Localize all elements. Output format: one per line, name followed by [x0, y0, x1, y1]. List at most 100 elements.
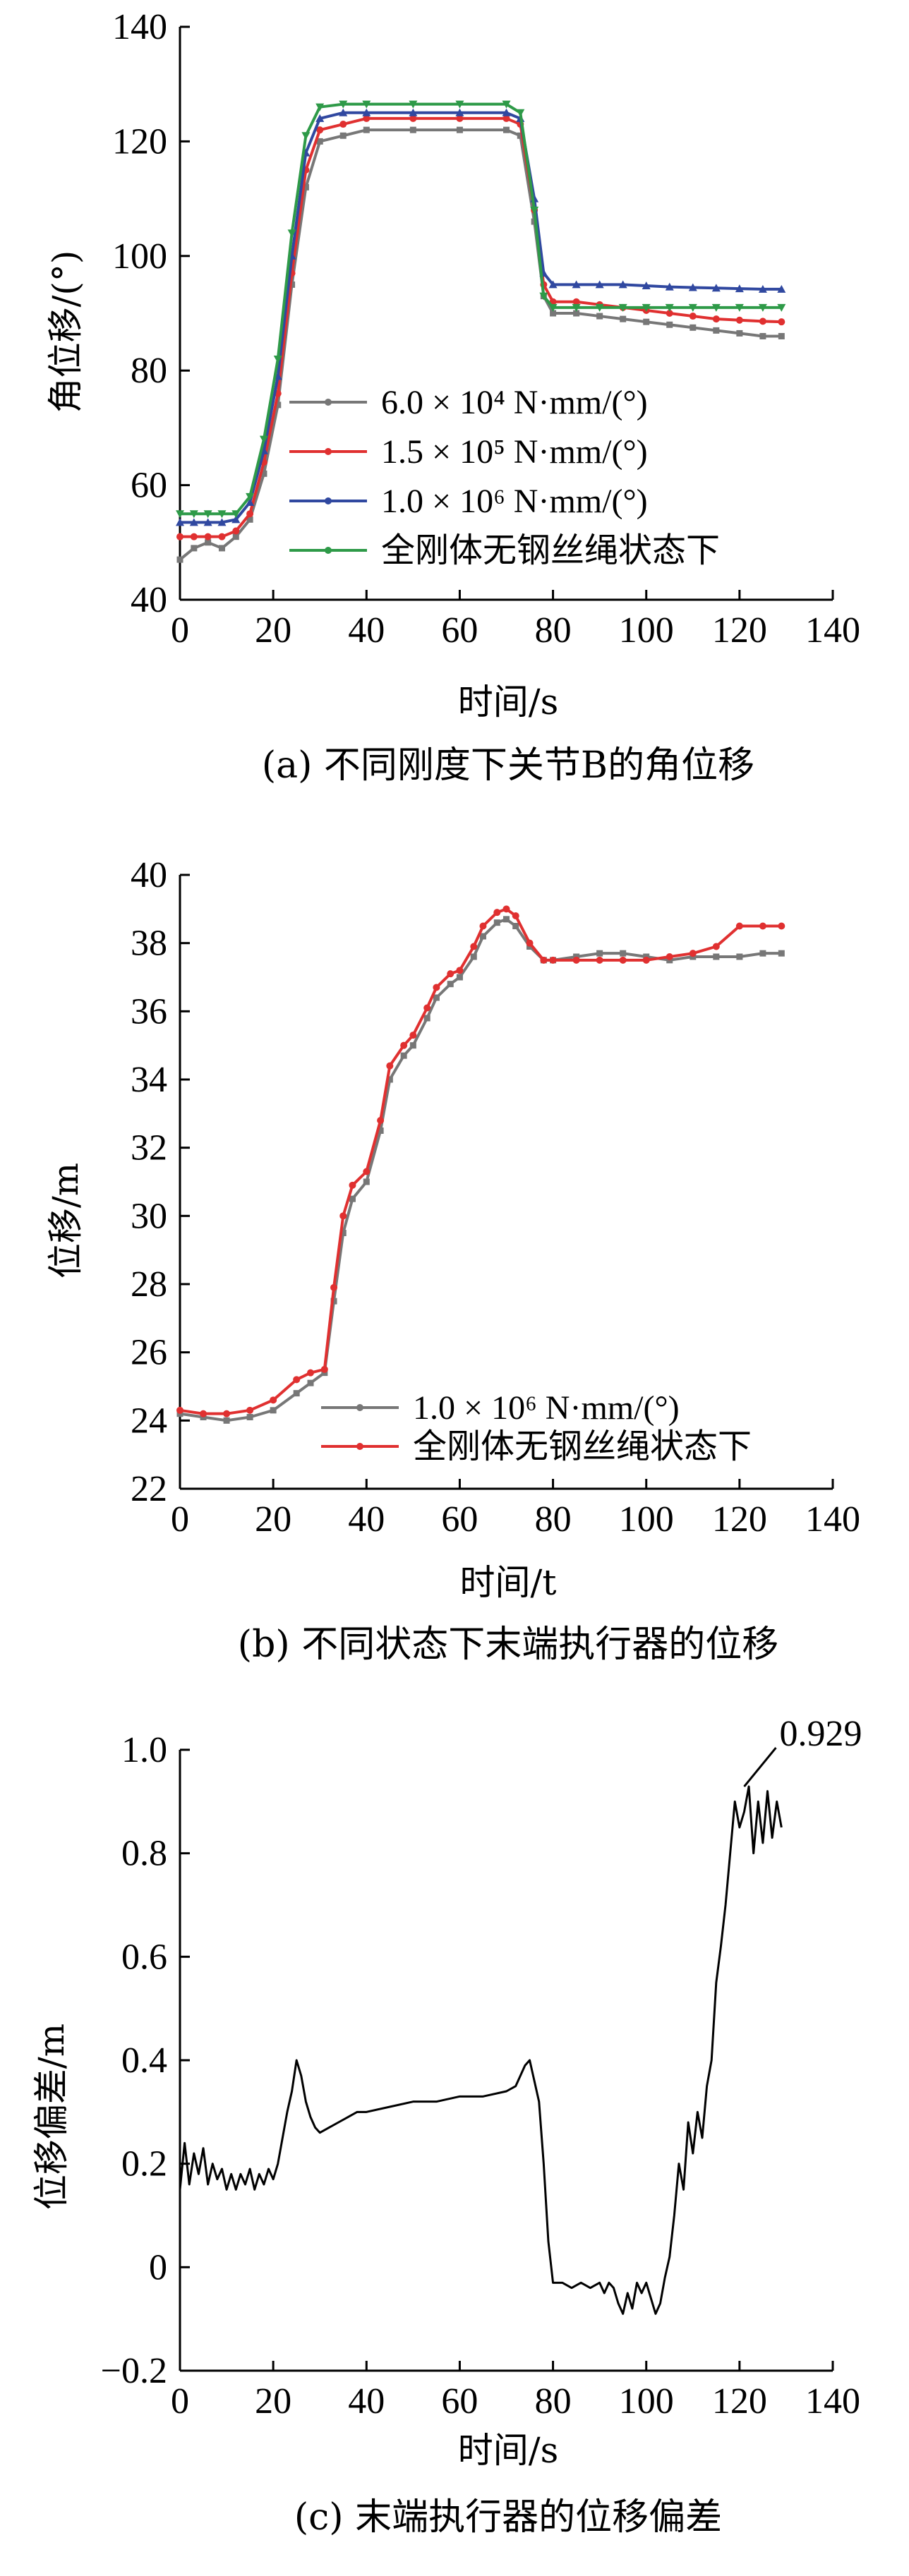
data-point — [690, 324, 697, 331]
data-point — [377, 1117, 385, 1124]
data-point — [259, 435, 268, 444]
data-point — [572, 956, 580, 964]
y-tick-label: 24 — [131, 1401, 167, 1441]
data-point — [232, 533, 239, 540]
y-tick-label: 0.6 — [121, 1937, 167, 1977]
data-point — [320, 1365, 328, 1373]
x-tick-label: 100 — [619, 610, 674, 651]
x-tick-label: 120 — [712, 2381, 767, 2421]
data-point — [735, 284, 744, 293]
x-tick-label: 100 — [619, 2381, 674, 2421]
y-axis-label: 角位移/(°) — [45, 250, 86, 413]
data-point — [596, 950, 603, 957]
data-point — [349, 1181, 356, 1189]
legend-item: 6.0 × 10⁴ N·mm/(°) — [289, 384, 648, 421]
data-point — [665, 282, 674, 291]
x-tick-label: 20 — [255, 2381, 291, 2421]
y-tick-label: 100 — [112, 236, 167, 277]
data-point — [502, 108, 511, 116]
x-tick-label: 0 — [171, 2381, 189, 2421]
data-point — [456, 126, 463, 133]
axes: 0 20 40 60 80 100 120 140 40 60 80 100 120 140 — [112, 7, 860, 651]
y-tick-label: 30 — [131, 1196, 167, 1236]
data-point — [596, 956, 603, 964]
y-tick-label: 0 — [149, 2247, 167, 2287]
data-point — [273, 355, 282, 363]
data-point — [688, 283, 697, 291]
data-point — [447, 981, 454, 988]
data-point — [526, 939, 534, 947]
chart-caption: (c) 末端执行器的位移偏差 — [294, 2496, 722, 2539]
legend-item: 1.0 × 10⁶ N·mm/(°) — [289, 483, 648, 520]
data-point — [572, 280, 581, 289]
data-point — [423, 1015, 431, 1022]
data-point — [246, 497, 255, 506]
x-tick-label: 20 — [255, 1499, 291, 1540]
y-tick-label: 36 — [131, 991, 167, 1032]
x-tick-label: 60 — [441, 1499, 478, 1540]
data-point — [246, 492, 255, 501]
data-point — [455, 100, 464, 109]
data-point — [302, 183, 309, 191]
x-tick-label: 120 — [712, 610, 767, 651]
angular-displacement-chart: 0 20 40 60 80 100 120 140 40 60 80 100 120 140 6.0 × … — [45, 7, 860, 787]
data-point — [470, 953, 477, 960]
data-point — [502, 905, 510, 913]
data-point — [203, 510, 212, 519]
data-point — [203, 518, 212, 526]
data-point — [595, 303, 604, 312]
series-2 — [176, 114, 785, 540]
data-point — [759, 332, 766, 339]
x-tick-label: 140 — [805, 610, 860, 651]
data-point — [666, 321, 673, 328]
y-tick-label: 34 — [131, 1060, 167, 1100]
data-point — [711, 284, 721, 292]
data-point — [778, 332, 785, 339]
data-point — [642, 303, 651, 312]
data-point — [455, 108, 464, 116]
legend-label: 全刚体无钢丝绳状态下 — [381, 532, 720, 569]
data-point — [712, 315, 720, 323]
data-point — [530, 206, 539, 214]
data-point — [191, 545, 198, 552]
annotation-leader — [743, 1747, 777, 1788]
data-point — [666, 310, 673, 317]
data-point — [423, 1004, 431, 1012]
series-line — [180, 102, 782, 516]
series-1 — [176, 916, 785, 1424]
data-point — [493, 919, 500, 926]
data-point — [293, 1390, 300, 1397]
data-point — [363, 1168, 371, 1175]
series-2 — [176, 905, 785, 1417]
data-point — [620, 950, 627, 957]
series-4 — [176, 100, 786, 519]
legend-item: 1.5 × 10⁵ N·mm/(°) — [289, 433, 648, 471]
data-point — [200, 1410, 207, 1417]
x-axis-label: 时间/s — [458, 682, 559, 722]
data-point — [339, 108, 348, 116]
x-tick-label: 120 — [712, 1499, 767, 1540]
x-tick-label: 40 — [348, 2381, 385, 2421]
y-tick-label: 28 — [131, 1264, 167, 1305]
data-point — [223, 1417, 230, 1424]
data-point — [447, 970, 454, 978]
data-point — [349, 1195, 356, 1202]
data-point — [339, 121, 347, 128]
data-point — [409, 126, 416, 133]
data-point — [778, 318, 785, 326]
y-axis-label: 位移偏差/m — [31, 2024, 72, 2210]
data-point — [218, 545, 225, 552]
data-point — [363, 1178, 370, 1185]
data-point — [377, 1127, 384, 1134]
legend: 1.0 × 10⁶ N·mm/(°)全刚体无钢丝绳状态下 — [321, 1389, 752, 1465]
y-tick-label: 60 — [131, 466, 167, 506]
data-point — [176, 1406, 183, 1414]
data-point — [479, 933, 486, 940]
data-point — [433, 984, 440, 991]
data-point — [301, 132, 311, 140]
legend-marker — [325, 448, 332, 455]
y-tick-label: 38 — [131, 924, 167, 964]
data-point — [572, 298, 580, 306]
data-point — [316, 126, 324, 134]
data-point — [190, 533, 198, 540]
